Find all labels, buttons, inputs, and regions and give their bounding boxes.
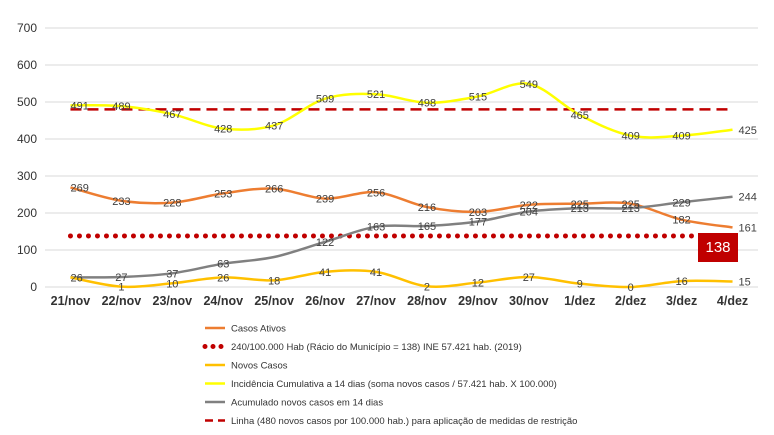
legend-label: Acumulado novos casos em 14 dias xyxy=(231,398,383,409)
data-label: 409 xyxy=(672,131,690,143)
data-label: 37 xyxy=(166,268,178,280)
data-label: 9 xyxy=(577,279,583,291)
series-line xyxy=(70,269,733,289)
x-tick-label: 27/nov xyxy=(356,294,396,308)
data-label: 266 xyxy=(265,184,283,196)
x-tick-label: 28/nov xyxy=(407,294,447,308)
legend-label: Novos Casos xyxy=(231,361,288,372)
data-label: 165 xyxy=(418,221,436,233)
data-label: 222 xyxy=(520,200,538,212)
data-label: 122 xyxy=(316,237,334,249)
data-label: 26 xyxy=(217,272,229,284)
legend: Casos Ativos 240/100.000 Hab (Rácio do Mu… xyxy=(202,324,577,427)
y-tick-label: 200 xyxy=(17,206,37,220)
data-label: 41 xyxy=(370,267,382,279)
ratio-badge-text: 138 xyxy=(705,239,730,256)
data-label: 216 xyxy=(418,202,436,214)
data-label: 27 xyxy=(115,272,127,284)
y-tick-label: 700 xyxy=(17,21,37,35)
data-label: 437 xyxy=(265,120,283,132)
data-label: 225 xyxy=(571,199,589,211)
data-label: 428 xyxy=(214,124,232,136)
y-tick-label: 100 xyxy=(17,243,37,257)
data-label: 1 xyxy=(118,282,124,294)
data-label: 509 xyxy=(316,94,334,106)
data-label: 498 xyxy=(418,98,436,110)
x-tick-label: 24/nov xyxy=(203,294,243,308)
legend-label: Linha (480 novos casos por 100.000 hab.)… xyxy=(231,416,577,427)
y-tick-label: 600 xyxy=(17,58,37,72)
data-label: 10 xyxy=(166,278,178,290)
data-label: 465 xyxy=(571,110,589,122)
data-label: 26 xyxy=(70,272,82,284)
x-tick-label: 3/dez xyxy=(666,294,697,308)
legend-label: Casos Ativos xyxy=(231,324,286,335)
x-axis-ticks: 21/nov 22/nov 23/nov 24/nov 25/nov 26/nov 27/n… xyxy=(51,294,749,308)
y-tick-label: 500 xyxy=(17,95,37,109)
data-label: 244 xyxy=(739,192,757,204)
series-line xyxy=(70,186,733,229)
x-tick-label: 23/nov xyxy=(153,294,193,308)
series-lines xyxy=(67,82,736,289)
data-label: 489 xyxy=(112,101,130,113)
data-label: 12 xyxy=(472,278,484,290)
y-tick-label: 400 xyxy=(17,132,37,146)
data-label: 204 xyxy=(520,207,538,219)
data-label: 269 xyxy=(70,182,88,194)
data-label: 425 xyxy=(739,125,757,137)
data-label: 161 xyxy=(739,222,757,234)
series-line xyxy=(70,82,733,139)
y-tick-label: 0 xyxy=(30,280,37,294)
data-label: 27 xyxy=(523,272,535,284)
data-label: 515 xyxy=(469,91,487,103)
data-label: 203 xyxy=(469,207,487,219)
data-label: 256 xyxy=(367,187,385,199)
data-label: 467 xyxy=(163,109,181,121)
legend-label: Incidência Cumulativa a 14 dias (soma no… xyxy=(231,379,557,390)
data-label: 0 xyxy=(628,282,634,294)
x-tick-label: 4/dez xyxy=(717,294,748,308)
data-label: 491 xyxy=(70,100,88,112)
x-tick-label: 29/nov xyxy=(458,294,498,308)
data-label: 229 xyxy=(672,197,690,209)
data-label: 239 xyxy=(316,194,334,206)
data-label: 15 xyxy=(739,276,751,288)
data-label: 521 xyxy=(367,89,385,101)
x-tick-label: 26/nov xyxy=(305,294,345,308)
data-label: 182 xyxy=(672,215,690,227)
data-label: 549 xyxy=(520,79,538,91)
data-label: 409 xyxy=(621,131,639,143)
legend-label: 240/100.000 Hab (Rácio do Município = 13… xyxy=(231,342,522,353)
x-tick-label: 25/nov xyxy=(254,294,294,308)
y-tick-label: 300 xyxy=(17,169,37,183)
data-label: 253 xyxy=(214,188,232,200)
x-tick-label: 1/dez xyxy=(564,294,595,308)
x-tick-label: 22/nov xyxy=(102,294,142,308)
data-label: 63 xyxy=(217,259,229,271)
data-label: 213 xyxy=(571,203,589,215)
data-label: 233 xyxy=(112,196,130,208)
data-label: 177 xyxy=(469,217,487,229)
x-tick-label: 21/nov xyxy=(51,294,91,308)
series-line xyxy=(70,195,733,279)
ratio-badge-box xyxy=(698,233,738,262)
data-label: 2 xyxy=(424,281,430,293)
x-tick-label: 2/dez xyxy=(615,294,646,308)
data-label: 18 xyxy=(268,275,280,287)
x-tick-label: 30/nov xyxy=(509,294,549,308)
data-label: 41 xyxy=(319,267,331,279)
y-axis-ticks: 0 100 200 300 400 500 600 700 xyxy=(17,21,37,294)
data-label: 16 xyxy=(675,276,687,288)
data-label: 213 xyxy=(621,203,639,215)
ratio-badge: 138 xyxy=(698,233,738,262)
gridlines xyxy=(45,27,758,288)
data-label: 225 xyxy=(621,199,639,211)
data-label: 163 xyxy=(367,222,385,234)
data-label: 228 xyxy=(163,198,181,210)
